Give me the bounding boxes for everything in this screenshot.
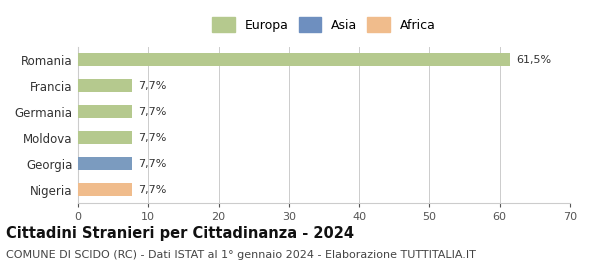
Bar (78, 105, 132, 118)
Text: 61,5%: 61,5% (516, 55, 551, 65)
Bar (78, 157, 132, 170)
Legend: Europa, Asia, Africa: Europa, Asia, Africa (210, 15, 438, 34)
Text: 7,7%: 7,7% (138, 159, 166, 169)
Bar (78, 131, 132, 144)
Text: Cittadini Stranieri per Cittadinanza - 2024: Cittadini Stranieri per Cittadinanza - 2… (6, 226, 354, 241)
Bar (78, 183, 132, 196)
Text: COMUNE DI SCIDO (RC) - Dati ISTAT al 1° gennaio 2024 - Elaborazione TUTTITALIA.I: COMUNE DI SCIDO (RC) - Dati ISTAT al 1° … (6, 250, 476, 259)
Text: 7,7%: 7,7% (138, 107, 166, 117)
Text: 7,7%: 7,7% (138, 81, 166, 91)
Bar (78, 53, 510, 66)
Text: 7,7%: 7,7% (138, 133, 166, 143)
Bar (78, 79, 132, 92)
Text: 7,7%: 7,7% (138, 185, 166, 195)
